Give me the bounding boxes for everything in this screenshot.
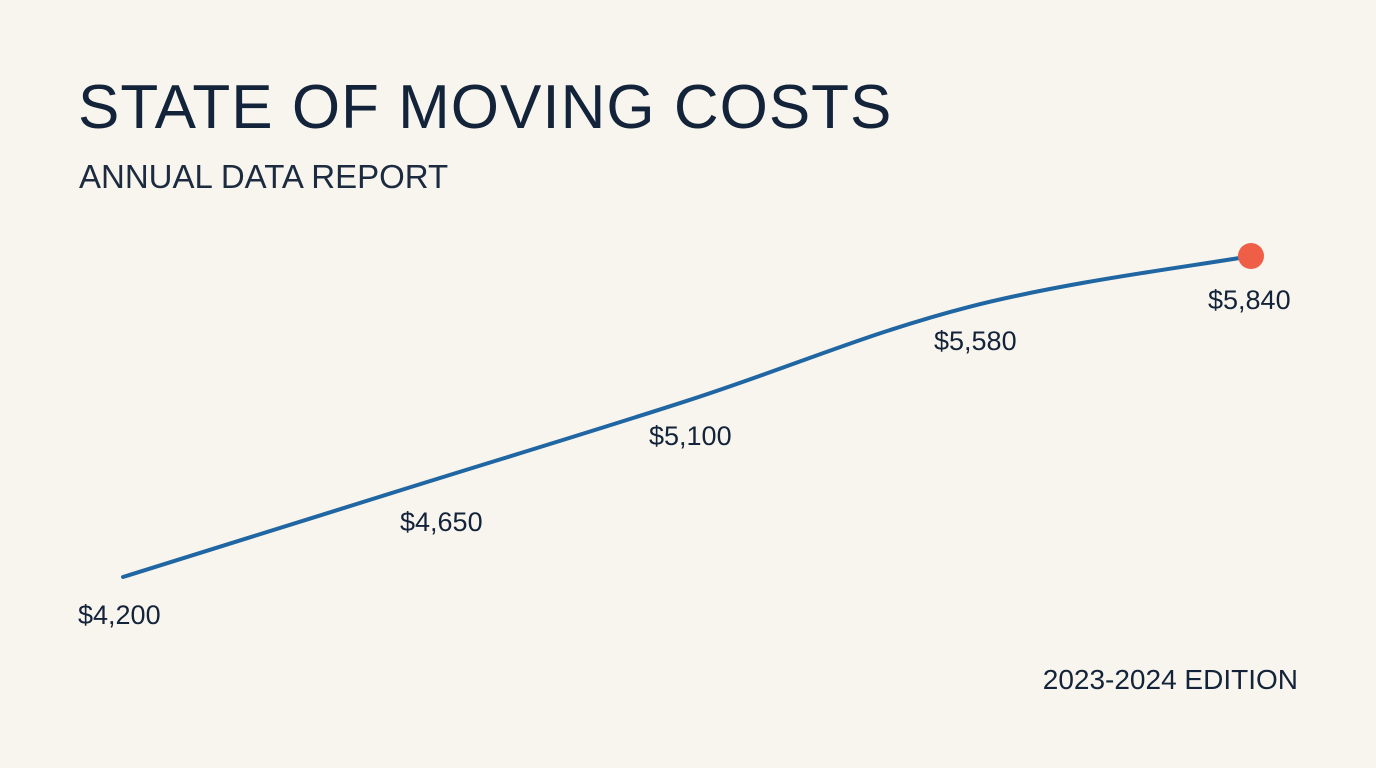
series-line — [121, 254, 1253, 579]
data-label: $4,650 — [400, 507, 483, 537]
data-label: $5,840 — [1208, 285, 1291, 315]
page-title: STATE OF MOVING COSTS — [78, 73, 893, 142]
data-label: $5,100 — [649, 421, 732, 451]
edition-label: 2023-2024 EDITION — [1042, 664, 1298, 695]
data-label: $4,200 — [78, 600, 161, 630]
page-subtitle: ANNUAL DATA REPORT — [79, 158, 449, 195]
highlight-data-point — [1238, 243, 1264, 269]
data-labels: $4,200 $4,650 $5,100 $5,580 $5,840 — [78, 285, 1291, 630]
data-label: $5,580 — [934, 326, 1017, 356]
